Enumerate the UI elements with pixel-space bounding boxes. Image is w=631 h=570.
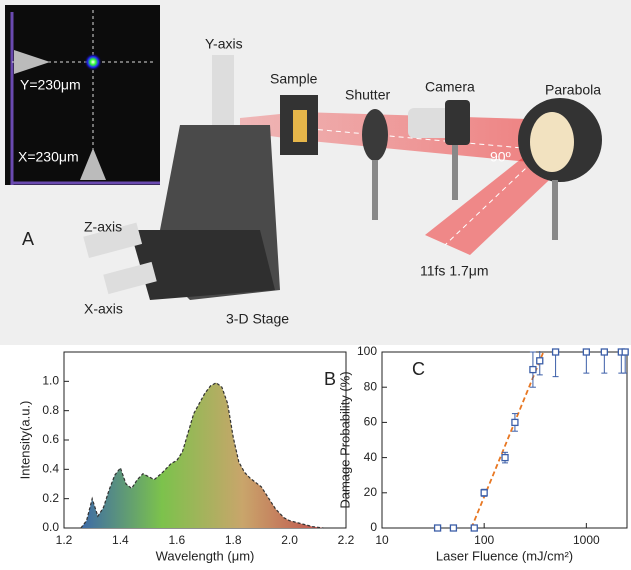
post (552, 180, 558, 240)
label: Camera (425, 79, 475, 95)
panel-label: A (22, 229, 34, 249)
label: Shutter (345, 87, 390, 103)
data-point (471, 525, 477, 531)
y-tick-label: 0.0 (42, 520, 59, 534)
data-point (601, 349, 607, 355)
label: 90º (490, 149, 511, 165)
chart: 1.2 1.4 1.6 1.8 2.0 2.2 0.0 0.2 0.4 0.6 0.8 1.0 Wave… (17, 352, 354, 563)
y-axis-title: Damage Probability (%) (337, 371, 352, 508)
label: Y-axis (205, 36, 243, 52)
y-tick-label: 20 (364, 485, 378, 499)
x-tick-label: 2.2 (338, 533, 355, 547)
y-tick-label: 0 (370, 520, 377, 534)
y-tick-label: 0.2 (42, 491, 59, 505)
label: 3-D Stage (226, 311, 289, 327)
label: X-axis (84, 301, 123, 317)
post (372, 160, 378, 220)
label: Z-axis (84, 219, 122, 235)
data-point (583, 349, 589, 355)
data-point (435, 525, 441, 531)
y-tick-label: 0.4 (42, 462, 59, 476)
y-tick-label: 100 (357, 344, 377, 358)
x-tick-label: 100 (474, 533, 494, 547)
x-tick-label: 1000 (573, 533, 600, 547)
y-tick-label: 0.6 (42, 432, 59, 446)
data-point (512, 419, 518, 425)
x-axis-title: Wavelength (μm) (156, 548, 255, 563)
x-tick-label: 10 (375, 533, 389, 547)
y-axis-title: Intensity(a.u.) (17, 401, 32, 480)
spectrum-area (81, 383, 324, 528)
figure: Y=230μm X=230μm Y-axis Sample Shutter Ca… (0, 0, 631, 565)
data-point (530, 367, 536, 373)
mirror (530, 112, 574, 172)
data-point (502, 455, 508, 461)
panel-a: Y=230μm X=230μm Y-axis Sample Shutter Ca… (0, 0, 631, 345)
x-tick-label: 1.6 (168, 533, 185, 547)
x-tick-label: 1.8 (225, 533, 242, 547)
post (452, 145, 458, 200)
y-tick-label: 0.8 (42, 403, 59, 417)
label: Parabola (545, 82, 601, 98)
panel-label: B (324, 369, 336, 389)
label: Sample (270, 71, 318, 87)
beam-spot (84, 53, 102, 71)
data-point (481, 490, 487, 496)
y-tick-label: 40 (364, 450, 378, 464)
x-tick-label: 1.2 (56, 533, 73, 547)
data-point (622, 349, 628, 355)
panel-label: C (412, 359, 425, 379)
label: Y=230μm (20, 77, 81, 93)
y-tick-label: 1.0 (42, 374, 59, 388)
y-tick-label: 60 (364, 415, 378, 429)
x-tick-label: 2.0 (281, 533, 298, 547)
sample (293, 110, 307, 142)
camera (445, 100, 470, 145)
label: 11fs 1.7μm (420, 263, 489, 279)
data-point (537, 358, 543, 364)
y-tick-label: 80 (364, 379, 378, 393)
label: X=230μm (18, 149, 79, 165)
x-axis-title: Laser Fluence (mJ/cm²) (436, 548, 573, 563)
x-tick-label: 1.4 (112, 533, 129, 547)
shutter (362, 109, 388, 161)
data-point (553, 349, 559, 355)
data-point (450, 525, 456, 531)
micrometer (212, 55, 234, 125)
